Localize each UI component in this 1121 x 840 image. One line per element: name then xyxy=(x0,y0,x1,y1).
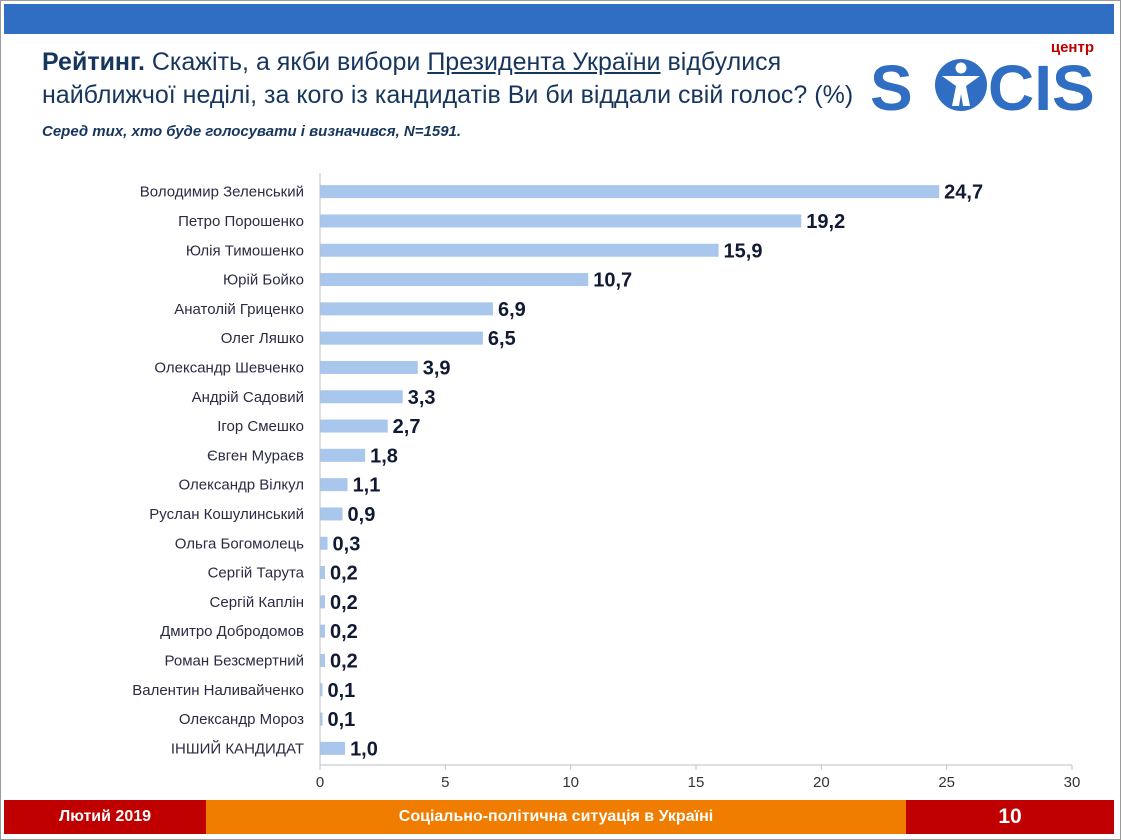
category-label: Сергій Тарута xyxy=(208,565,305,582)
category-label: ІНШИЙ КАНДИДАТ xyxy=(171,739,304,757)
value-label: 0,1 xyxy=(328,709,356,731)
value-label: 6,9 xyxy=(498,299,526,321)
category-label: Валентин Наливайченко xyxy=(132,682,304,699)
title-underlined: Президента України xyxy=(427,48,661,76)
category-label: Олександр Мороз xyxy=(179,711,304,728)
page-number: 10 xyxy=(906,800,1114,834)
bar xyxy=(320,302,493,316)
logo-figure-icon xyxy=(935,59,987,111)
value-label: 0,2 xyxy=(330,621,358,643)
title-bold: Рейтинг. xyxy=(42,48,145,76)
x-axis: 0 5 10 15 20 25 30 xyxy=(316,173,1081,791)
category-label: Анатолій Гриценко xyxy=(174,301,304,318)
bar xyxy=(320,419,388,433)
footer-title: Соціально-політична ситуація в Україні xyxy=(206,800,906,834)
category-label: Євген Мураєв xyxy=(207,447,304,464)
category-label: Олександр Вілкул xyxy=(179,477,304,494)
sample-note: Серед тих, хто буде голосувати і визначи… xyxy=(42,123,462,140)
logo-text-right: CIS xyxy=(988,52,1095,118)
value-label: 0,9 xyxy=(348,504,376,526)
category-label: Олександр Шевченко xyxy=(154,359,304,376)
value-label: 0,2 xyxy=(330,563,358,585)
x-tick-label: 20 xyxy=(813,774,830,791)
bar xyxy=(320,566,326,580)
x-tick-label: 10 xyxy=(562,774,579,791)
title-part1: Скажіть, а якби вибори xyxy=(144,48,428,76)
bar-chart: Володимир Зеленський 24,7 Петро Порошенко 1… xyxy=(132,173,1081,791)
value-label: 6,5 xyxy=(488,328,516,350)
category-label: Сергій Каплін xyxy=(210,594,304,611)
x-tick-label: 30 xyxy=(1064,774,1081,791)
bar xyxy=(320,741,346,755)
bar xyxy=(320,712,323,726)
category-label: Юрій Бойко xyxy=(223,272,304,289)
value-label: 1,8 xyxy=(370,445,398,467)
value-label: 3,9 xyxy=(423,357,451,379)
title-part2: відбулися найближчої неділі, за кого із … xyxy=(42,48,854,109)
socis-logo: центр S CIS xyxy=(870,39,1095,118)
bar xyxy=(320,478,348,492)
bar xyxy=(320,653,326,667)
bars-layer: Володимир Зеленський 24,7 Петро Порошенко 1… xyxy=(132,182,983,761)
category-label: Юлія Тимошенко xyxy=(186,242,304,259)
bar xyxy=(320,624,326,638)
bar xyxy=(320,595,326,609)
logo-text-left: S xyxy=(870,52,913,118)
category-label: Ольга Богомолець xyxy=(175,535,304,552)
category-label: Роман Безсмертний xyxy=(165,652,304,669)
bar xyxy=(320,507,343,521)
value-label: 0,1 xyxy=(328,680,356,702)
bar xyxy=(320,214,802,228)
top-banner xyxy=(4,4,1114,34)
x-tick-label: 5 xyxy=(441,774,449,791)
bar xyxy=(320,683,323,697)
category-label: Руслан Кошулинський xyxy=(149,506,304,523)
value-label: 3,3 xyxy=(408,387,436,409)
value-label: 1,1 xyxy=(353,475,381,497)
bar xyxy=(320,390,403,404)
x-tick-label: 0 xyxy=(316,774,324,791)
slide-title: Рейтинг. Скажіть, а якби вибори Президен… xyxy=(42,46,872,148)
x-tick-label: 15 xyxy=(688,774,705,791)
bar xyxy=(320,273,589,287)
category-label: Олег Ляшко xyxy=(221,330,304,347)
value-label: 1,0 xyxy=(350,738,378,760)
value-label: 10,7 xyxy=(593,270,632,292)
bar xyxy=(320,331,483,345)
bar xyxy=(320,448,366,462)
x-tick-label: 25 xyxy=(938,774,955,791)
category-label: Володимир Зеленський xyxy=(140,184,304,201)
value-label: 19,2 xyxy=(806,211,845,233)
bar xyxy=(320,360,418,374)
logo-top-text: центр xyxy=(1051,39,1094,56)
value-label: 0,3 xyxy=(333,533,361,555)
value-label: 15,9 xyxy=(724,240,763,262)
category-label: Ігор Смешко xyxy=(217,418,304,435)
bar xyxy=(320,243,719,257)
value-label: 2,7 xyxy=(393,416,421,438)
value-label: 0,2 xyxy=(330,592,358,614)
value-label: 24,7 xyxy=(944,182,983,204)
bar xyxy=(320,185,940,199)
footer-date: Лютий 2019 xyxy=(4,800,206,834)
footer: Лютий 2019 Соціально-політична ситуація … xyxy=(4,800,1114,834)
category-label: Андрій Садовий xyxy=(192,389,304,406)
category-label: Дмитро Добродомов xyxy=(160,623,304,640)
bar xyxy=(320,536,328,550)
value-label: 0,2 xyxy=(330,650,358,672)
category-label: Петро Порошенко xyxy=(178,213,304,230)
